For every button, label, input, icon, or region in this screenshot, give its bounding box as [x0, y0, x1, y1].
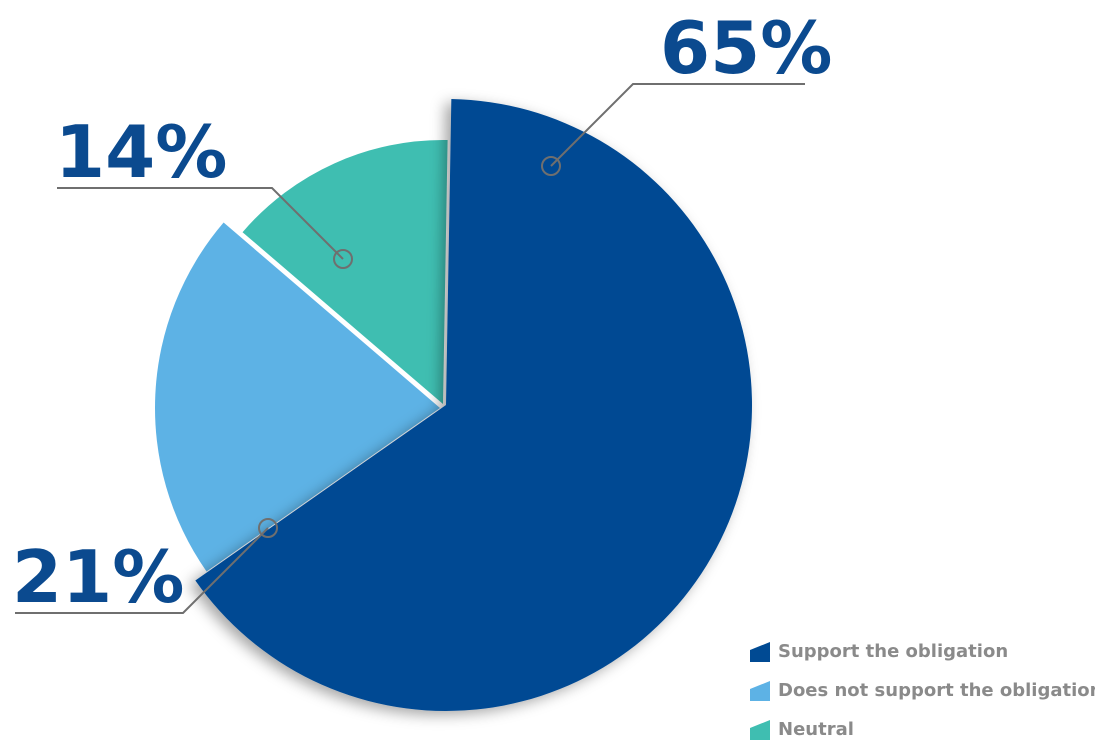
slice-neutral [242, 140, 448, 404]
data-label: 65% [660, 6, 832, 90]
data-label: 14% [55, 110, 227, 194]
legend-item-support: Support the obligation [750, 632, 1095, 671]
leader-dot [258, 518, 278, 538]
legend-label: Neutral [778, 719, 854, 740]
legend: Support the obligation Does not support … [750, 632, 1095, 749]
leader-line [15, 527, 269, 614]
legend-label: Support the obligation [778, 641, 1009, 662]
leader-dot [333, 249, 353, 269]
leader-line [57, 187, 344, 260]
legend-swatch-icon [750, 641, 770, 662]
slice-support [195, 99, 752, 711]
slice-does-not-support [155, 222, 440, 572]
legend-label: Does not support the obligation [778, 680, 1095, 701]
data-label: 21% [12, 535, 184, 619]
leader-dot [541, 156, 561, 176]
legend-item-not-support: Does not support the obligation [750, 671, 1095, 710]
legend-swatch-icon [750, 719, 770, 740]
leader-line [550, 83, 805, 167]
legend-item-neutral: Neutral [750, 710, 1095, 749]
legend-swatch-icon [750, 680, 770, 701]
